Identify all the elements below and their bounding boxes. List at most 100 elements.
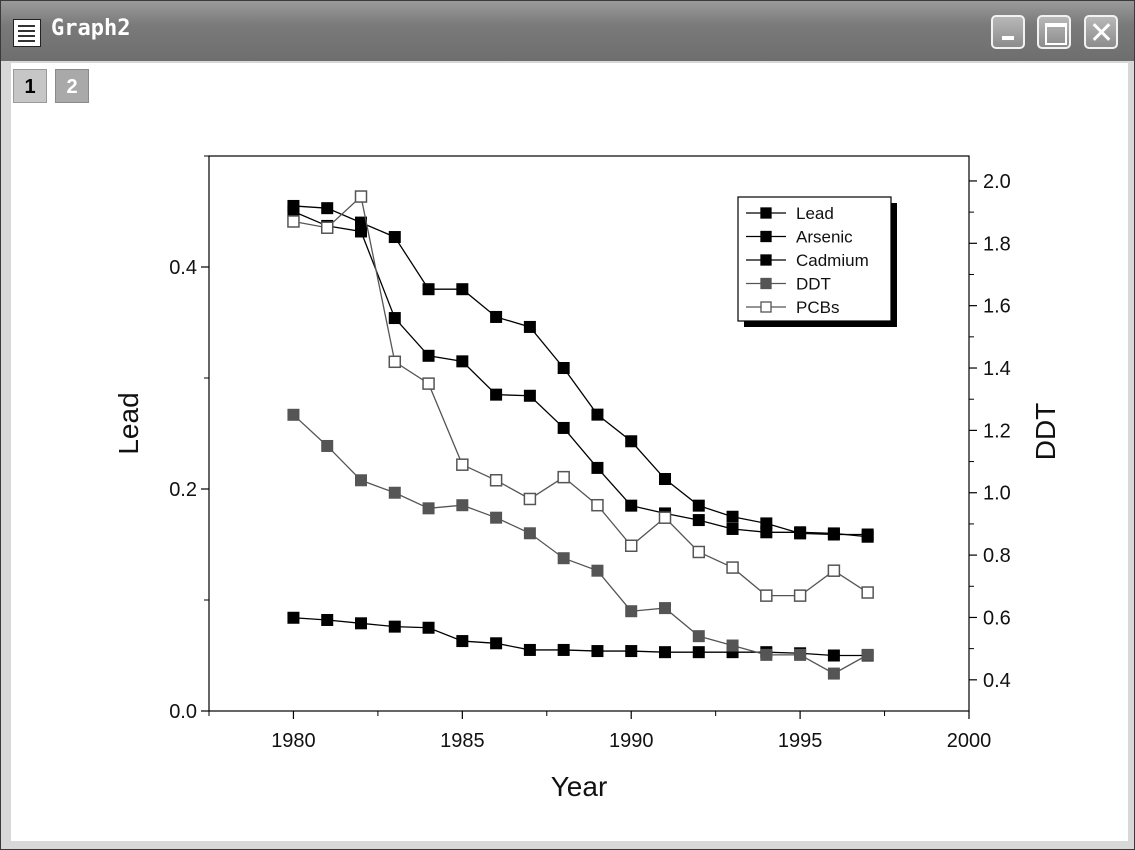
plot-frame: [208, 155, 970, 712]
data-point-arsenic: [490, 388, 503, 401]
data-point-ddt: [794, 648, 807, 661]
data-point-ddt: [523, 527, 536, 540]
data-point-pcbs: [489, 474, 503, 487]
chart: 1980 1985 1990 1995 2000 0.0 0.2 0.4 0.4 0.6 0.8 1.…: [113, 155, 1061, 802]
y-right-tick-label: 1.6: [983, 296, 1011, 318]
data-point-pcbs: [861, 586, 874, 599]
data-point-cadmium: [355, 617, 367, 630]
data-point-ddt: [726, 639, 739, 652]
graph-window-icon[interactable]: [13, 19, 41, 47]
data-point-ddt: [625, 605, 638, 618]
y-right-tick-label: 0.6: [983, 607, 1011, 629]
legend-label-pcbs: PCBs: [796, 298, 839, 317]
data-point-arsenic: [726, 522, 739, 535]
legend-marker-ddt: [760, 277, 772, 290]
x-tick-label: 1990: [609, 730, 654, 752]
data-point-ddt: [659, 602, 671, 615]
data-point-pcbs: [793, 589, 807, 602]
layer-tab-1[interactable]: 1: [13, 69, 47, 103]
data-point-ddt: [692, 630, 705, 643]
data-point-ddt: [355, 474, 367, 487]
data-point-lead: [591, 408, 604, 421]
data-point-pcbs: [523, 492, 537, 506]
layer-tab-2[interactable]: 2: [55, 69, 89, 103]
y-right-tick-label: 0.8: [983, 545, 1011, 567]
data-point-lead: [659, 473, 671, 486]
data-point-pcbs: [658, 511, 672, 524]
y-left-axis-title: Lead: [113, 392, 144, 454]
x-tick-label: 2000: [947, 730, 992, 752]
y-right-tick-label: 1.4: [983, 358, 1011, 380]
data-point-arsenic: [388, 312, 401, 325]
data-point-cadmium: [422, 621, 435, 634]
data-point-pcbs: [287, 215, 300, 228]
data-point-ddt: [557, 552, 570, 565]
x-axis-title: Year: [551, 771, 608, 802]
data-point-lead: [557, 362, 570, 375]
data-point-cadmium: [625, 645, 638, 658]
maximize-button[interactable]: [1037, 15, 1071, 49]
data-point-lead: [625, 435, 638, 448]
data-point-cadmium: [692, 646, 705, 659]
data-point-arsenic: [523, 389, 536, 402]
series-line-ddt: [293, 414, 868, 675]
data-point-arsenic: [591, 461, 604, 474]
x-tick-label: 1985: [440, 730, 485, 752]
legend-marker-arsenic: [760, 230, 772, 243]
data-point-lead: [523, 320, 536, 333]
data-point-arsenic: [422, 349, 435, 362]
data-point-cadmium: [490, 637, 503, 650]
data-point-pcbs: [827, 564, 841, 577]
data-point-pcbs: [624, 539, 638, 552]
data-point-pcbs: [692, 545, 706, 559]
legend-label-lead: Lead: [796, 204, 834, 223]
data-point-cadmium: [287, 611, 300, 624]
data-point-arsenic: [827, 527, 840, 540]
data-point-ddt: [591, 564, 604, 577]
data-point-lead: [321, 202, 334, 215]
y-right-tick-label: 1.2: [983, 420, 1011, 442]
legend-label-arsenic: Arsenic: [796, 228, 853, 247]
data-point-cadmium: [456, 635, 469, 648]
series-line-cadmium: [293, 617, 868, 657]
minimize-button[interactable]: [991, 15, 1025, 49]
data-point-ddt: [422, 502, 435, 515]
y-right-tick-label: 2.0: [983, 171, 1011, 193]
data-point-cadmium: [659, 646, 671, 659]
legend-marker-pcbs: [760, 301, 772, 313]
data-point-pcbs: [760, 589, 773, 602]
data-point-lead: [726, 510, 739, 523]
data-point-ddt: [287, 408, 300, 421]
data-point-lead: [456, 283, 469, 296]
data-point-cadmium: [388, 620, 401, 633]
legend-label-ddt: DDT: [796, 275, 831, 294]
data-point-ddt: [388, 486, 401, 499]
data-point-cadmium: [321, 613, 334, 626]
data-point-pcbs: [388, 355, 402, 369]
data-point-lead: [490, 310, 503, 323]
data-point-pcbs: [557, 470, 570, 484]
y-right-tick-label: 0.4: [983, 670, 1011, 692]
y-left-tick-label: 0.0: [169, 701, 197, 723]
data-point-cadmium: [827, 649, 840, 662]
data-point-arsenic: [625, 499, 638, 512]
close-button[interactable]: [1084, 15, 1118, 49]
data-point-pcbs: [320, 221, 334, 234]
y-right-tick-label: 1.8: [983, 233, 1011, 255]
data-point-ddt: [861, 648, 874, 661]
legend-label-cadmium: Cadmium: [796, 251, 869, 270]
y-right-axis-title: DDT: [1030, 403, 1061, 461]
data-point-pcbs: [726, 561, 739, 574]
data-point-arsenic: [557, 421, 570, 434]
title-bar[interactable]: Graph2: [1, 1, 1134, 61]
data-point-arsenic: [794, 526, 807, 539]
data-point-arsenic: [760, 526, 773, 539]
window-title: Graph2: [51, 16, 131, 41]
data-point-arsenic: [692, 514, 705, 527]
data-point-ddt: [827, 667, 840, 680]
data-point-ddt: [760, 648, 773, 661]
data-point-pcbs: [422, 377, 435, 390]
legend-marker-cadmium: [760, 254, 772, 266]
data-point-pcbs: [591, 498, 604, 512]
